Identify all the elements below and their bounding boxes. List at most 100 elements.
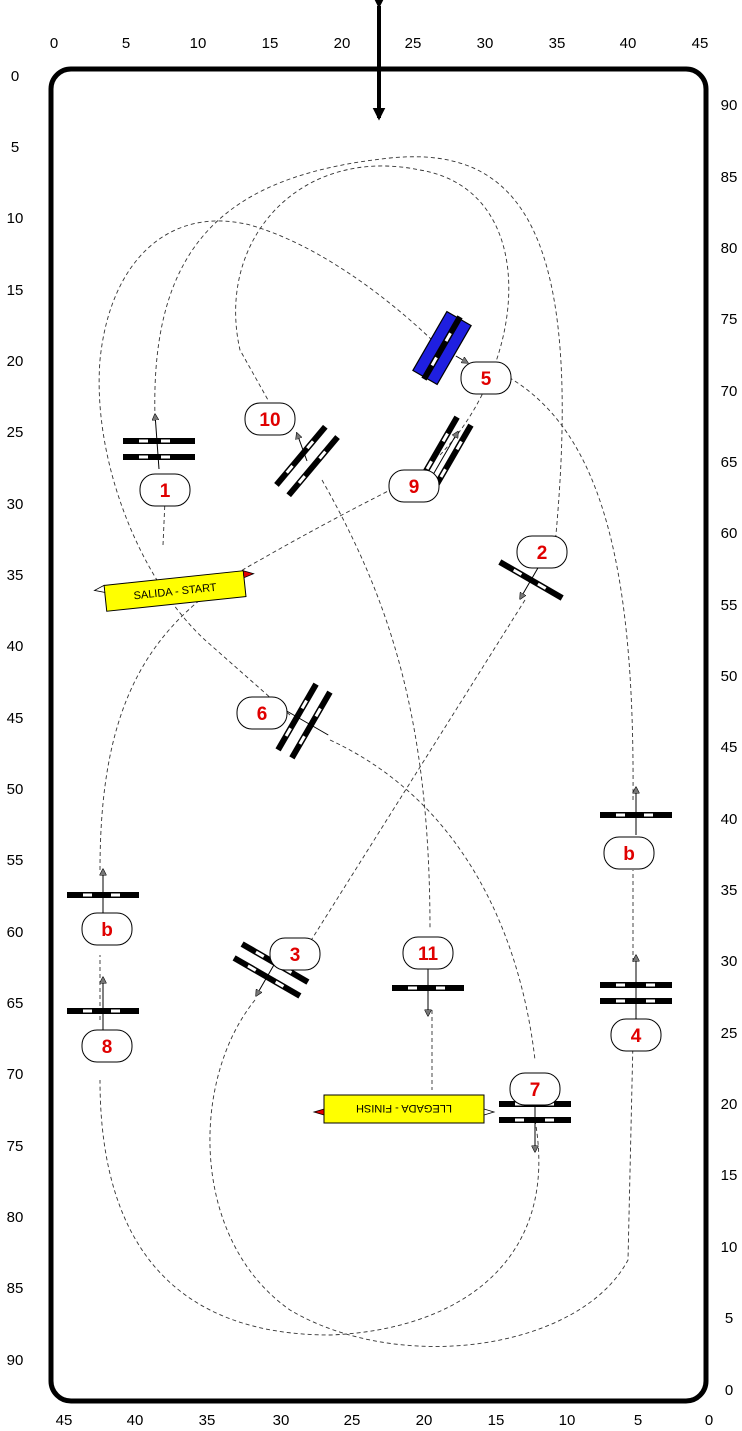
red-flag-icon [242, 570, 255, 579]
badge-9: 9 [388, 469, 440, 503]
route-segment [304, 599, 526, 951]
tick-top: 30 [477, 35, 494, 52]
badge-label: 5 [481, 369, 492, 390]
start-banner: SALIDA - START [93, 570, 255, 612]
tick-right: 75 [721, 311, 738, 328]
tick-top: 0 [50, 35, 58, 52]
axis-right: 90 85 80 75 70 65 60 55 50 45 40 35 30 2… [721, 97, 738, 1399]
obstacle-b-right [600, 787, 672, 835]
tick-right: 85 [721, 169, 738, 186]
route-segment [99, 1079, 540, 1336]
badge-label: 10 [259, 410, 280, 431]
tick-right: 60 [721, 525, 738, 542]
badge-4: 4 [610, 1018, 662, 1052]
badge-8: 8 [81, 1029, 133, 1063]
tick-left: 45 [7, 710, 24, 727]
tick-left: 40 [7, 638, 24, 655]
tick-top: 15 [262, 35, 279, 52]
badge-label: 4 [631, 1026, 642, 1047]
badge-label: 2 [537, 543, 548, 564]
badge-1: 1 [139, 473, 191, 507]
obstacle-9 [416, 415, 474, 493]
obstacle-6 [275, 682, 333, 760]
tick-left: 15 [7, 282, 24, 299]
tick-right: 5 [725, 1310, 733, 1327]
white-flag-icon [93, 584, 106, 593]
tick-right: 40 [721, 811, 738, 828]
route-segment [154, 156, 563, 546]
tick-right: 20 [721, 1096, 738, 1113]
tick-bottom: 20 [416, 1412, 433, 1429]
badge-11: 11 [402, 936, 454, 970]
badge-b-left: b [81, 912, 133, 946]
tick-left: 70 [7, 1066, 24, 1083]
tick-left: 0 [11, 68, 19, 85]
tick-right: 55 [721, 597, 738, 614]
obstacle-1 [123, 414, 195, 470]
obstacle-b-left [67, 869, 139, 917]
tick-right: 35 [721, 882, 738, 899]
tick-bottom: 5 [634, 1412, 642, 1429]
tick-top: 5 [122, 35, 130, 52]
tick-left: 30 [7, 496, 24, 513]
tick-left: 10 [7, 210, 24, 227]
route-segment [98, 220, 433, 716]
route-segment [329, 739, 536, 1061]
axis-bottom: 45 40 35 30 25 20 15 10 5 0 [56, 1412, 714, 1429]
badge-label: 11 [418, 944, 439, 965]
tick-right: 15 [721, 1167, 738, 1184]
tick-bottom: 25 [344, 1412, 361, 1429]
route-segment [99, 474, 421, 871]
red-flag-icon [312, 1108, 325, 1116]
tick-right: 30 [721, 953, 738, 970]
tick-right: 45 [721, 739, 738, 756]
axis-top: 0 5 10 15 20 25 30 35 40 45 [50, 35, 709, 52]
obstacle-5-water-jump [412, 310, 472, 386]
tick-bottom: 15 [488, 1412, 505, 1429]
obstacle-8 [67, 977, 139, 1033]
tick-right: 0 [725, 1382, 733, 1399]
tick-left: 75 [7, 1138, 24, 1155]
tick-top: 40 [620, 35, 637, 52]
tick-left: 85 [7, 1280, 24, 1297]
obstacle-4 [600, 955, 672, 1023]
badge-label: 9 [409, 477, 420, 498]
tick-left: 65 [7, 995, 24, 1012]
badge-label: 1 [160, 481, 171, 502]
tick-bottom: 30 [273, 1412, 290, 1429]
route-segment [321, 479, 431, 931]
tick-top: 10 [190, 35, 207, 52]
tick-right: 10 [721, 1239, 738, 1256]
badge-label: b [623, 844, 635, 865]
finish-label: LLEGADA - FINISH [356, 1102, 452, 1114]
tick-bottom: 35 [199, 1412, 216, 1429]
tick-right: 65 [721, 454, 738, 471]
obstacle-11 [392, 968, 464, 1016]
tick-left: 5 [11, 139, 19, 156]
badge-label: 6 [257, 704, 268, 725]
route-segment [494, 369, 634, 801]
badge-5: 5 [460, 361, 512, 395]
badge-2: 2 [516, 535, 568, 569]
route-segment [209, 999, 634, 1347]
badge-label: 3 [290, 945, 301, 966]
axis-left: 0 5 10 15 20 25 30 35 40 45 50 55 60 65 … [7, 68, 24, 1369]
tick-left: 80 [7, 1209, 24, 1226]
tick-bottom: 10 [559, 1412, 576, 1429]
route-segment [235, 165, 510, 456]
finish-banner: LLEGADA - FINISH [312, 1094, 496, 1124]
tick-top: 25 [405, 35, 422, 52]
course-route [98, 156, 634, 1347]
tick-bottom: 45 [56, 1412, 73, 1429]
obstacle-2 [498, 559, 564, 601]
white-flag-icon [483, 1108, 496, 1116]
tick-left: 20 [7, 353, 24, 370]
tick-top: 45 [692, 35, 709, 52]
tick-right: 50 [721, 668, 738, 685]
arena-border [48, 66, 709, 1404]
badge-label: 8 [102, 1037, 113, 1058]
number-badges: 1 2 3 4 5 6 7 8 9 10 11 b b [81, 361, 662, 1106]
tick-left: 90 [7, 1352, 24, 1369]
obstacle-10 [274, 424, 340, 498]
